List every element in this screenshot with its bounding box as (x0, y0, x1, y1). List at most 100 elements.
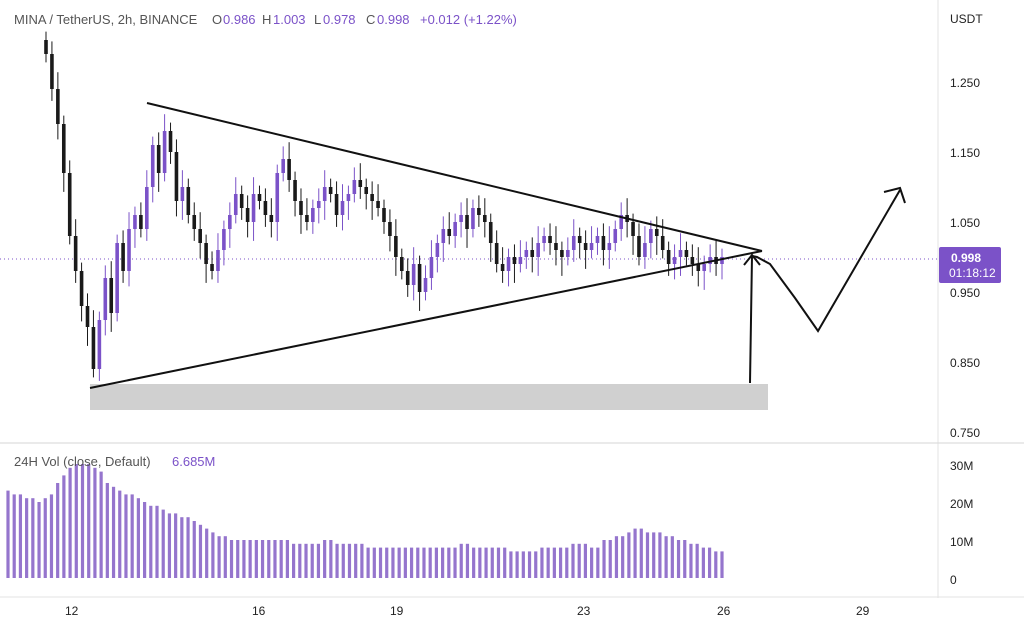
volume-bar (372, 547, 376, 578)
volume-bar (720, 551, 724, 578)
volume-bar (670, 536, 674, 578)
candle-body (548, 236, 552, 243)
volume-bar (577, 543, 581, 578)
candle-body (186, 187, 191, 215)
volume-bar (329, 540, 333, 578)
volume-bar (571, 543, 575, 578)
candle-body (708, 257, 712, 264)
volume-bar (335, 543, 339, 578)
volume-bar (49, 494, 54, 578)
candle-body (103, 278, 108, 320)
candle-body (180, 187, 185, 201)
volume-bar (714, 551, 718, 578)
time-tick: 12 (65, 604, 79, 618)
volume-bar (56, 483, 60, 578)
volume-bar (583, 543, 588, 578)
volume-tick: 30M (950, 459, 973, 473)
candle-body (340, 201, 345, 215)
volume-bar (707, 547, 712, 578)
candle-body (305, 215, 309, 222)
volume-bar (248, 540, 252, 578)
volume-bar (509, 551, 513, 578)
candle-body (388, 222, 392, 236)
candle-body (97, 320, 102, 369)
volume-bar (304, 543, 308, 578)
candle-body (453, 222, 457, 236)
candle-body (257, 194, 262, 201)
volume-bar (74, 464, 78, 578)
time-tick: 29 (856, 604, 870, 618)
volume-bar (87, 464, 91, 578)
candle-body (150, 145, 155, 187)
candle-body (382, 208, 386, 222)
ohlc-change: +0.012 (+1.22%) (420, 12, 517, 27)
ohlc-open-label: O (212, 12, 222, 27)
volume-bar (664, 536, 668, 578)
volume-bar (254, 540, 258, 578)
candle-body (358, 180, 363, 187)
last-price-badge (939, 247, 1001, 283)
volume-bar (43, 498, 47, 578)
candle-body (411, 264, 416, 285)
volume-bar (180, 517, 184, 578)
volume-series (6, 464, 724, 578)
volume-bar (652, 532, 656, 578)
volume-indicator-label[interactable]: 24H Vol (close, Default) (14, 454, 151, 469)
candle-body (109, 278, 114, 313)
volume-bar (527, 551, 532, 578)
volume-bar (68, 467, 72, 578)
candle-body (334, 194, 339, 215)
time-tick: 19 (390, 604, 404, 618)
volume-bar (621, 536, 625, 578)
volume-bar (521, 551, 525, 578)
volume-bar (341, 543, 345, 578)
candle-body (583, 243, 588, 250)
candle-body (423, 278, 428, 292)
candle-body (643, 243, 647, 257)
candle-body (328, 187, 333, 194)
volume-bar (242, 540, 246, 578)
price-tick: 0.850 (950, 356, 980, 370)
projected-path-arrow-up (743, 253, 761, 266)
volume-bar (484, 547, 488, 578)
candle-body (566, 250, 570, 257)
candle-body (512, 257, 517, 264)
volume-bar (596, 547, 600, 578)
volume-bar (683, 540, 687, 578)
candle-body (518, 257, 523, 264)
ohlc-close-label: C (366, 12, 375, 27)
candle-body (56, 89, 60, 124)
candle-body (494, 243, 499, 264)
volume-bar (627, 532, 631, 578)
candle-body (441, 229, 446, 243)
candle-body (524, 250, 529, 257)
candle-body (613, 229, 618, 243)
projected-path (749, 189, 901, 384)
bar-countdown: 01:18:12 (949, 266, 996, 280)
volume-bar (142, 502, 147, 578)
candle-body (44, 40, 48, 54)
candle-body (210, 264, 214, 271)
volume-bar (267, 540, 271, 578)
candle-body (595, 236, 600, 243)
ohlc-high-value: 1.003 (273, 12, 306, 27)
volume-bar (279, 540, 283, 578)
volume-bar (118, 490, 122, 578)
price-tick: 1.050 (950, 216, 980, 230)
volume-bar (310, 543, 314, 578)
volume-bar (18, 494, 23, 578)
descending-trendline (146, 102, 763, 252)
volume-bar (260, 540, 265, 578)
candle-body (577, 236, 582, 243)
candle-body (417, 264, 422, 292)
volume-bar (503, 547, 507, 578)
candle-body (275, 173, 280, 222)
volume-bar (409, 547, 414, 578)
symbol-label[interactable]: MINA / TetherUS, 2h, BINANCE (14, 12, 198, 27)
volume-bar (441, 547, 445, 578)
candle-body (589, 243, 594, 250)
volume-bar (198, 524, 203, 578)
volume-bar (149, 505, 153, 578)
candle-body (133, 215, 137, 229)
